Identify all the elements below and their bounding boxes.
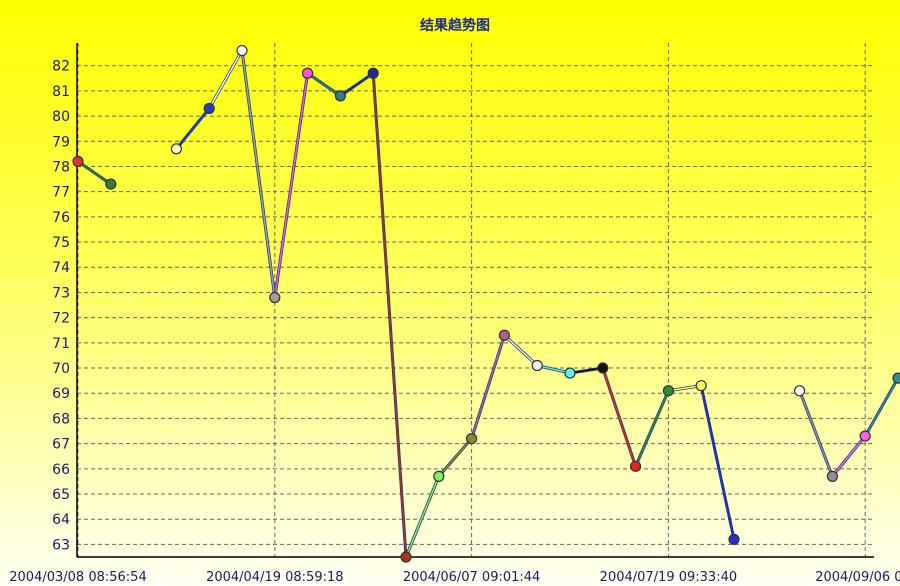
axis-layer <box>76 43 874 558</box>
series-layer <box>77 49 900 558</box>
data-point <box>367 67 379 79</box>
data-point <box>72 155 84 168</box>
data-point <box>466 432 478 445</box>
y-tick-label: 68 <box>52 411 70 427</box>
x-tick-label: 2004/07/19 09:33:40 <box>600 570 737 585</box>
series-segment <box>537 364 571 374</box>
data-point <box>334 90 346 102</box>
series-segment <box>372 73 407 558</box>
series-segment <box>438 438 473 477</box>
data-point <box>859 430 871 442</box>
data-point <box>433 470 445 482</box>
series-segment <box>503 334 538 367</box>
data-point <box>892 372 900 384</box>
y-tick-label: 72 <box>52 311 70 327</box>
y-tick-label: 67 <box>52 437 70 453</box>
data-point <box>105 178 117 190</box>
series-segment <box>864 377 899 437</box>
series-segment <box>700 385 735 540</box>
series-segment <box>602 367 637 467</box>
y-tick-label: 63 <box>52 537 70 553</box>
y-tick-label: 78 <box>52 159 70 175</box>
series-segment <box>831 435 866 477</box>
x-tick-label: 2004/03/08 08:56:54 <box>9 570 146 585</box>
y-tick-label: 74 <box>52 260 70 276</box>
grid-layer <box>77 43 874 557</box>
series-segment <box>470 335 506 439</box>
y-axis-tick-labels: 63 64 65 66 67 68 69 70 71 72 73 74 75 76 77 78 79 80 81 82 <box>52 59 70 554</box>
y-tick-label: 69 <box>52 386 70 402</box>
chart-title: 结果趋势图 <box>420 17 490 34</box>
series-segment <box>77 160 112 185</box>
series-segment <box>405 476 440 558</box>
y-tick-label: 65 <box>52 487 70 503</box>
points-layer <box>72 44 900 563</box>
y-tick-label: 77 <box>52 185 70 201</box>
data-point <box>498 329 510 341</box>
y-tick-label: 75 <box>52 235 70 251</box>
series-segment <box>798 390 834 477</box>
data-point <box>400 551 412 563</box>
data-point <box>597 362 609 374</box>
series-segment <box>634 390 670 467</box>
y-tick-label: 76 <box>52 210 70 226</box>
x-axis-tick-labels: 2004/03/08 08:56:54 2004/04/19 08:59:18 20… <box>9 570 900 585</box>
series-segment <box>241 50 276 298</box>
y-tick-label: 79 <box>52 134 70 150</box>
data-point <box>728 533 740 545</box>
series-segment <box>208 50 243 109</box>
data-point <box>170 143 182 155</box>
series-segment <box>274 73 309 298</box>
y-tick-label: 82 <box>52 59 70 75</box>
y-tick-label: 64 <box>52 512 70 528</box>
data-point <box>531 359 543 372</box>
data-point <box>269 291 281 304</box>
y-tick-label: 71 <box>52 336 70 352</box>
y-tick-label: 73 <box>52 285 70 301</box>
data-point <box>629 460 642 472</box>
x-tick-label: 2004/09/06 09: <box>815 570 900 585</box>
data-point <box>203 102 215 115</box>
data-point <box>564 367 576 379</box>
data-point <box>826 470 839 482</box>
data-point <box>662 385 675 397</box>
y-tick-label: 66 <box>52 462 70 478</box>
y-tick-label: 80 <box>52 109 70 125</box>
data-point <box>236 44 248 57</box>
y-tick-label: 70 <box>52 361 70 377</box>
x-tick-label: 2004/06/07 09:01:44 <box>403 570 540 585</box>
data-point <box>695 380 707 392</box>
data-point <box>302 67 314 79</box>
series-segment <box>339 72 374 97</box>
data-point <box>793 385 806 397</box>
y-tick-label: 81 <box>52 84 70 100</box>
x-tick-label: 2004/04/19 08:59:18 <box>206 570 343 585</box>
series-segment <box>307 72 341 97</box>
series-segment <box>175 108 210 150</box>
